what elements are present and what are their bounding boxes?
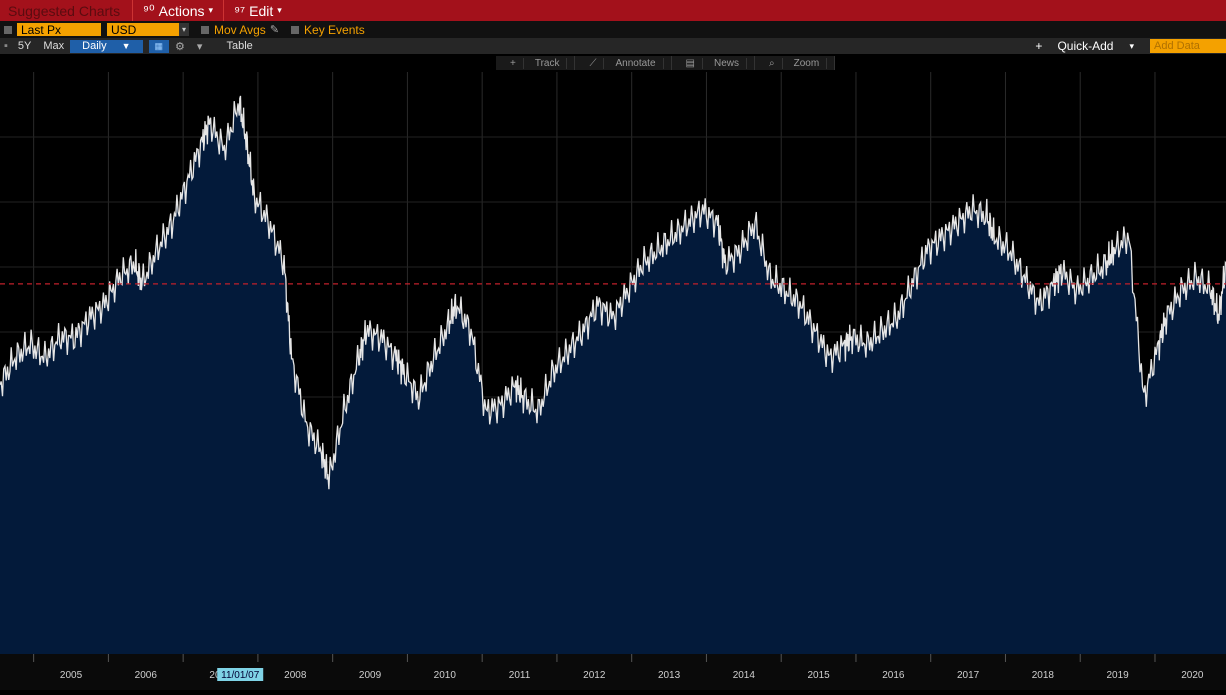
highlight-date-label: 11/01/07 [221,670,260,681]
chevron-down-icon: ▾ [208,5,214,15]
x-tick-label: 2013 [658,670,681,681]
plus-icon: + [1035,39,1043,53]
chart-type-icon[interactable]: ▦ [148,39,170,53]
table-button[interactable]: Table [226,40,253,52]
field-select[interactable]: Last Px [17,23,101,37]
x-axis-labels: 2005200620072008200920102011201220132014… [33,654,1204,681]
x-tick-label: 2006 [135,670,158,681]
x-tick-label: 2014 [733,670,756,681]
chart-tools: + Track ⟋ Annotate ▤ News ⌕ Zoom [496,56,836,70]
x-tick-label: 2012 [583,670,606,681]
currency-select[interactable]: USD [107,23,179,37]
period-max-button[interactable]: Max [43,40,65,52]
quick-add-button[interactable]: + Quick-Add ▾ [1029,38,1140,54]
pencil-icon: ⟋ [582,57,605,69]
pencil-icon[interactable]: ✎ [269,24,280,36]
checkbox-icon[interactable] [201,25,209,34]
edit-menu[interactable]: ⁹⁷ Edit ▾ [223,0,292,21]
zoom-button[interactable]: ⌕ Zoom [755,56,836,70]
x-axis: 2005200620072008200920102011201220132014… [0,654,1226,690]
price-line [0,95,1226,490]
news-button[interactable]: ▤ News [672,56,755,70]
chevron-down-icon: ▼ [121,41,131,51]
field-bar: Last Px USD ▾ Mov Avgs ✎ Key Events [0,21,1226,38]
price-chart[interactable] [0,72,1226,654]
chevron-down-icon: ▾ [1129,40,1134,51]
key-events-toggle[interactable]: Key Events [304,22,365,37]
magnifier-icon: ⌕ [762,57,783,69]
mov-avgs-toggle[interactable]: Mov Avgs [214,22,266,37]
actions-icon: ⁹⁰ [143,2,155,18]
edit-icon: ⁹⁷ [234,2,246,19]
x-tick-label: 2008 [284,670,307,681]
x-tick-label: 2015 [807,670,830,681]
crosshair-icon: + [503,57,524,69]
highlight-date-tag [217,668,264,681]
x-tick-label: 2009 [359,670,382,681]
x-tick-label: 2010 [434,670,457,681]
menu-icon[interactable]: ▪ [4,40,8,52]
add-data-button[interactable]: Add Data [1150,39,1226,53]
actions-menu[interactable]: ⁹⁰ Actions ▾ [132,0,223,21]
x-tick-label: 2018 [1032,670,1055,681]
track-button[interactable]: + Track [496,56,576,70]
top-menu-bar: Suggested Charts ⁹⁰ Actions ▾ ⁹⁷ Edit ▾ [0,0,1226,21]
x-tick-label: 2005 [60,670,83,681]
annotate-button[interactable]: ⟋ Annotate [575,56,672,70]
news-icon: ▤ [679,57,703,69]
x-tick-label: 2020 [1181,670,1204,681]
frequency-select[interactable]: Daily ▼ [70,39,143,53]
period-bar: ▪ 5Y Max Daily ▼ ▦ ⚙ ▾ Table + Quick-Add ▾ … [0,38,1226,54]
chevron-down-icon: ▾ [277,5,282,15]
suggested-charts-button[interactable]: Suggested Charts [8,2,121,19]
x-tick-label: 2017 [957,670,980,681]
x-tick-label: 2019 [1106,670,1129,681]
price-area [0,95,1226,654]
chevron-down-icon[interactable]: ▾ [179,23,189,36]
period-5y-button[interactable]: 5Y [17,40,32,52]
settings-icon[interactable]: ⚙ [175,40,185,53]
x-tick-label: 2011 [509,670,531,681]
chevron-down-icon[interactable]: ▾ [196,40,203,53]
x-tick-label: 2016 [882,670,905,681]
checkbox-icon[interactable] [291,25,300,34]
grid-icon[interactable] [4,25,12,34]
